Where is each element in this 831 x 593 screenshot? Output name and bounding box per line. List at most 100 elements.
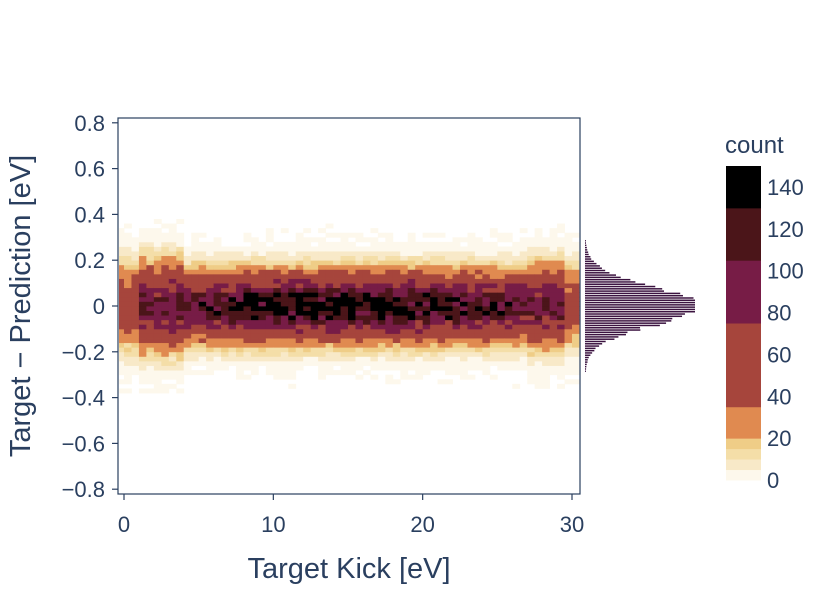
colorbar-band: [726, 448, 761, 460]
heatmap-cell: [153, 356, 162, 362]
heatmap-cell: [325, 292, 334, 298]
heatmap-cell: [236, 365, 244, 371]
heatmap-cell: [557, 283, 565, 289]
heatmap-cell: [542, 333, 550, 339]
heatmap-cell: [131, 251, 140, 257]
marginal-bar: [585, 317, 673, 320]
heatmap-cell: [497, 333, 506, 339]
colorbar-tick-label: 0: [767, 468, 779, 493]
heatmap-cell: [161, 278, 170, 284]
heatmap-cell: [474, 351, 483, 357]
heatmap-cell: [153, 306, 162, 311]
heatmap-cell: [377, 264, 386, 270]
heatmap-cell: [572, 370, 580, 376]
heatmap-cell: [206, 255, 214, 261]
heatmap-cell: [474, 278, 483, 284]
heatmap-cell: [273, 315, 282, 321]
heatmap-cell: [138, 388, 147, 394]
heatmap-cell: [549, 232, 558, 238]
heatmap-cell: [124, 223, 132, 229]
heatmap-cell: [303, 228, 312, 234]
heatmap-cell: [295, 333, 304, 339]
heatmap-cell: [168, 251, 177, 257]
heatmap-cell: [206, 360, 214, 366]
heatmap-cell: [333, 360, 341, 366]
heatmap-cell: [221, 296, 229, 302]
heatmap-cell: [557, 383, 565, 389]
heatmap-cell: [542, 365, 550, 371]
heatmap-cell: [422, 241, 431, 247]
heatmap-cell: [512, 328, 521, 334]
heatmap-cell: [527, 264, 536, 270]
heatmap-cell: [198, 324, 207, 330]
heatmap-cell: [385, 379, 394, 385]
heatmap-cell: [549, 237, 558, 243]
heatmap-cell: [318, 273, 326, 279]
heatmap-cell: [325, 287, 334, 293]
heatmap-cell: [176, 241, 185, 247]
heatmap-cell: [527, 347, 536, 353]
heatmap-cell: [370, 241, 379, 247]
heatmap-cell: [168, 328, 177, 334]
heatmap-cell: [191, 292, 200, 298]
heatmap-cell: [206, 269, 214, 275]
heatmap-cell: [340, 264, 349, 270]
heatmap-cell: [452, 333, 461, 339]
heatmap-cell: [370, 306, 379, 311]
heatmap-cell: [153, 273, 162, 279]
heatmap-cell: [310, 301, 319, 307]
heatmap-cell: [206, 260, 214, 266]
heatmap-cell: [549, 273, 558, 279]
heatmap-cell: [362, 237, 371, 243]
heatmap-cell: [161, 264, 170, 270]
heatmap-cell: [504, 278, 513, 284]
heatmap-cell: [497, 324, 506, 330]
heatmap-cell: [198, 306, 207, 311]
heatmap-cell: [333, 255, 341, 261]
heatmap-cell: [512, 333, 521, 339]
heatmap-cell: [534, 251, 543, 257]
heatmap-cell: [325, 255, 334, 261]
heatmap-cell: [325, 306, 334, 311]
heatmap-cell: [303, 237, 312, 243]
heatmap-cell: [348, 342, 356, 348]
heatmap-cell: [572, 310, 580, 316]
heatmap-cell: [512, 383, 521, 389]
heatmap-cell: [280, 301, 289, 307]
heatmap-cell: [377, 287, 386, 293]
heatmap-cell: [168, 228, 177, 234]
heatmap-cell: [228, 319, 237, 325]
heatmap-cell: [400, 319, 409, 325]
heatmap-cell: [310, 260, 319, 266]
heatmap-cell: [176, 315, 185, 321]
heatmap-cell: [161, 338, 170, 344]
heatmap-cell: [445, 269, 453, 275]
heatmap-cell: [377, 319, 386, 325]
heatmap-cell: [549, 241, 558, 247]
heatmap-cell: [527, 342, 536, 348]
heatmap-cell: [183, 296, 192, 302]
heatmap-cell: [236, 292, 244, 298]
heatmap-cell: [489, 315, 498, 321]
heatmap-cell: [318, 310, 326, 316]
heatmap-cell: [236, 269, 244, 275]
heatmap-cell: [504, 255, 513, 261]
heatmap-cell: [437, 347, 446, 353]
heatmap-cell: [168, 351, 177, 357]
heatmap-cell: [467, 351, 476, 357]
heatmap-cell: [168, 241, 177, 247]
heatmap-cell: [119, 388, 125, 394]
heatmap-cell: [377, 328, 386, 334]
heatmap-cell: [183, 310, 192, 316]
heatmap-cell: [325, 319, 334, 325]
heatmap-cell: [198, 292, 207, 298]
heatmap-cell: [243, 360, 252, 366]
heatmap-cell: [153, 310, 162, 316]
heatmap-cell: [557, 347, 565, 353]
heatmap-cell: [407, 374, 416, 380]
heatmap-cell: [407, 237, 416, 243]
colorbar-tick-label: 140: [767, 175, 804, 200]
heatmap-cell: [392, 283, 401, 289]
heatmap-cell: [273, 255, 282, 261]
heatmap-cell: [183, 356, 192, 362]
